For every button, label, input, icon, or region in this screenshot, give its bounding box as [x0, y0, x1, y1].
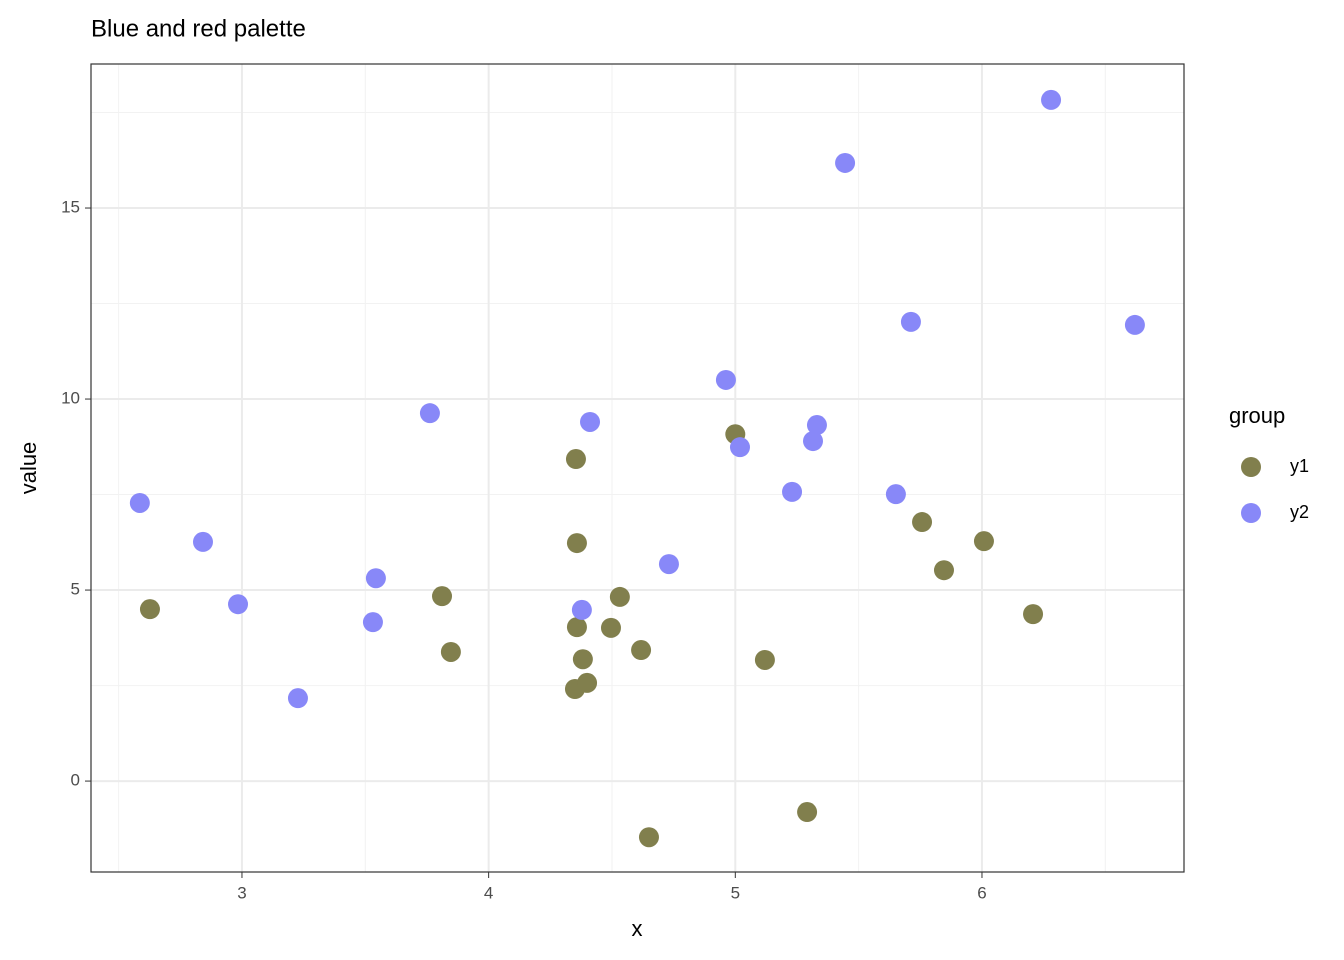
point [580, 411, 601, 432]
point [1124, 314, 1145, 335]
point [192, 531, 213, 552]
x-tick-label: 4 [484, 883, 493, 902]
point [571, 599, 592, 620]
point [803, 431, 824, 452]
x-tick-label: 5 [731, 883, 740, 902]
point [609, 586, 630, 607]
point [835, 152, 856, 173]
point [419, 403, 440, 424]
point [658, 554, 679, 575]
point [754, 649, 775, 670]
point [432, 586, 453, 607]
point [638, 827, 659, 848]
point [631, 640, 652, 661]
point [440, 641, 461, 662]
y-axis-title: value [16, 442, 41, 495]
x-tick-label: 6 [977, 883, 986, 902]
point [973, 531, 994, 552]
point [139, 599, 160, 620]
point [782, 481, 803, 502]
point [715, 369, 736, 390]
legend-title: group [1229, 403, 1285, 428]
point [287, 688, 308, 709]
point [729, 437, 750, 458]
x-axis-title: x [632, 916, 643, 941]
y-tick-label: 5 [71, 580, 80, 599]
point [566, 533, 587, 554]
point [129, 492, 150, 513]
point [900, 311, 921, 332]
point [362, 612, 383, 633]
point [365, 568, 386, 589]
y-tick-label: 10 [61, 389, 80, 408]
legend-label: y1 [1290, 456, 1309, 476]
legend-key [1241, 457, 1261, 477]
point [806, 415, 827, 436]
y-tick-label: 15 [61, 198, 80, 217]
point [1023, 604, 1044, 625]
point [933, 560, 954, 581]
point [797, 802, 818, 823]
point [566, 617, 587, 638]
x-tick-label: 3 [237, 883, 246, 902]
point [577, 672, 598, 693]
point [572, 649, 593, 670]
point [565, 449, 586, 470]
point [885, 484, 906, 505]
legend-label: y2 [1290, 502, 1309, 522]
plot-background [91, 64, 1184, 872]
point [228, 594, 249, 615]
point [912, 512, 933, 533]
y-tick-label: 0 [71, 771, 80, 790]
point [600, 617, 621, 638]
chart-title: Blue and red palette [91, 15, 306, 42]
legend-key [1241, 503, 1261, 523]
point [1041, 89, 1062, 110]
plot-border [90, 63, 1185, 873]
